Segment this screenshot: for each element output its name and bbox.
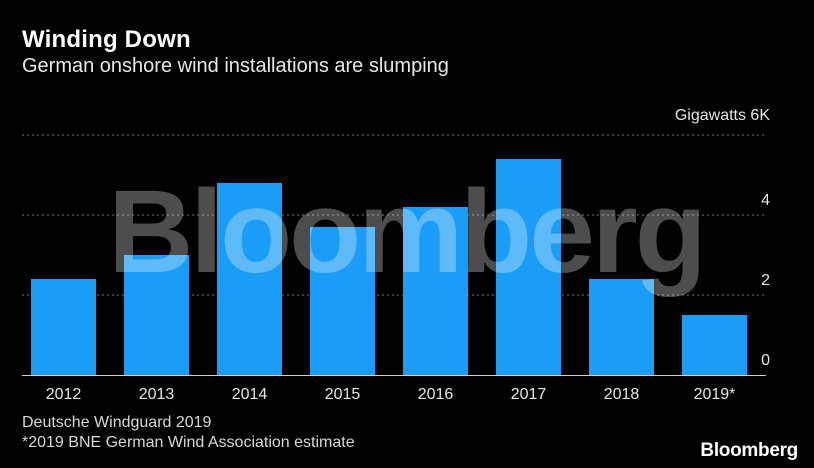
x-tick-label: 2013 [139, 386, 175, 403]
x-tick-label: 2018 [604, 386, 640, 403]
bar-2017 [496, 159, 561, 375]
footnote: *2019 BNE German Wind Association estima… [22, 434, 355, 451]
bars [31, 159, 747, 375]
x-tick-label: 2014 [232, 386, 268, 403]
x-tick-label: 2012 [46, 386, 82, 403]
bar-2019 [682, 315, 747, 375]
y-tick-label: 2 [761, 272, 770, 289]
bar-2016 [403, 207, 468, 375]
bar-2014 [217, 183, 282, 375]
source-note: Deutsche Windguard 2019 [22, 414, 212, 431]
bar-2018 [589, 279, 654, 375]
chart-title: Winding Down [22, 26, 191, 53]
y-tick-label: 4 [761, 192, 770, 209]
y-tick-label: 0 [761, 352, 770, 369]
bar-2015 [310, 227, 375, 375]
bar-2013 [124, 255, 189, 375]
x-tick-label: 2015 [325, 386, 361, 403]
chart-subtitle: German onshore wind installations are sl… [22, 55, 449, 77]
x-tick-label: 2017 [511, 386, 547, 403]
x-tick-label: 2016 [418, 386, 454, 403]
watermark-text: Bloomberg [108, 166, 704, 298]
bloomberg-watermark: Bloomberg [108, 166, 707, 298]
y-axis-unit-label: Gigawatts 6K [674, 107, 770, 124]
y-axis: 0 2 4 [761, 192, 770, 369]
x-tick-label: 2019* [694, 386, 736, 403]
bloomberg-logo: Bloomberg [700, 440, 798, 461]
bar-2012 [31, 279, 96, 375]
x-axis: 2012 2013 2014 2015 2016 2017 2018 2019* [22, 375, 766, 403]
